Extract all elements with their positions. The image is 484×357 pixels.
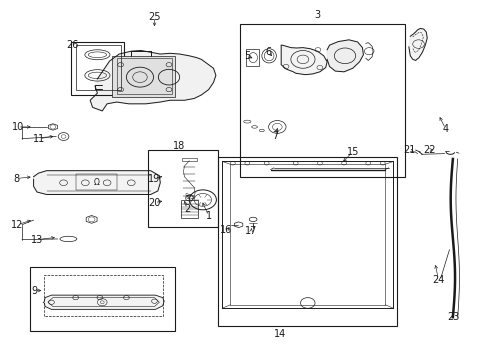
Polygon shape bbox=[33, 171, 160, 195]
Polygon shape bbox=[326, 40, 363, 72]
Text: 17: 17 bbox=[244, 226, 257, 236]
Text: 20: 20 bbox=[148, 198, 160, 208]
Text: 15: 15 bbox=[346, 147, 358, 157]
Text: 9: 9 bbox=[31, 286, 38, 296]
Text: 26: 26 bbox=[66, 40, 78, 50]
Text: 16: 16 bbox=[220, 225, 232, 235]
Text: 23: 23 bbox=[446, 312, 459, 322]
Text: 11: 11 bbox=[33, 134, 45, 144]
Text: 19: 19 bbox=[148, 174, 160, 183]
Text: 7: 7 bbox=[272, 131, 278, 141]
Text: 2: 2 bbox=[183, 204, 190, 214]
Text: Ω: Ω bbox=[93, 178, 99, 187]
Text: 10: 10 bbox=[12, 122, 24, 132]
Polygon shape bbox=[43, 295, 164, 310]
Text: 14: 14 bbox=[273, 329, 286, 339]
Polygon shape bbox=[408, 29, 426, 60]
Polygon shape bbox=[112, 56, 174, 97]
Text: 12: 12 bbox=[12, 220, 24, 230]
Text: 3: 3 bbox=[314, 10, 320, 20]
Text: 13: 13 bbox=[31, 235, 43, 245]
Polygon shape bbox=[90, 50, 215, 111]
Polygon shape bbox=[281, 45, 326, 75]
Text: 1: 1 bbox=[205, 211, 212, 221]
Text: 24: 24 bbox=[431, 275, 444, 285]
Text: 21: 21 bbox=[402, 145, 415, 155]
Text: 4: 4 bbox=[441, 124, 448, 134]
Text: 22: 22 bbox=[422, 145, 435, 155]
Text: 6: 6 bbox=[265, 47, 271, 57]
Text: 18: 18 bbox=[172, 141, 184, 151]
Text: 5: 5 bbox=[244, 51, 250, 61]
Text: 25: 25 bbox=[148, 12, 160, 22]
Text: 8: 8 bbox=[13, 174, 19, 183]
